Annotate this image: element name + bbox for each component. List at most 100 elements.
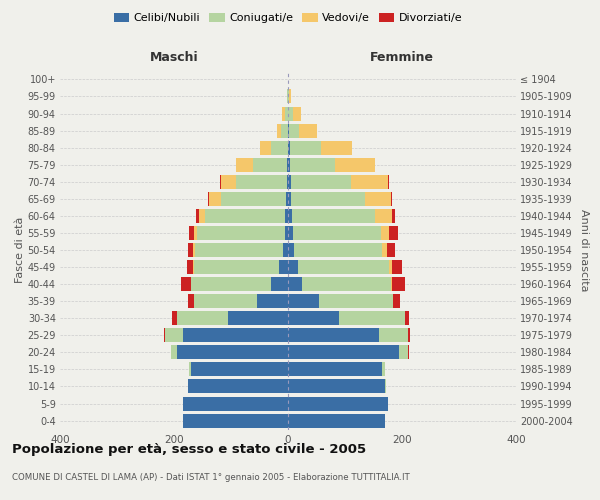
Bar (288, 175, 291, 188)
Text: Maschi: Maschi (149, 51, 199, 64)
Text: Popolazione per età, sesso e stato civile - 2005: Popolazione per età, sesso e stato civil… (12, 442, 366, 456)
Bar (171, 346, 177, 360)
Bar (290, 158, 335, 172)
Bar (164, 328, 166, 342)
Bar (392, 209, 395, 223)
Bar (288, 243, 294, 257)
Bar (288, 90, 289, 104)
Bar (298, 260, 389, 274)
Bar (394, 294, 400, 308)
Bar (195, 243, 283, 257)
Bar (277, 124, 281, 138)
Bar (321, 140, 352, 154)
Bar (191, 277, 271, 291)
Bar (205, 209, 285, 223)
Bar (319, 294, 394, 308)
Bar (208, 192, 209, 206)
Bar (177, 312, 228, 325)
Bar (365, 192, 391, 206)
Bar (288, 294, 319, 308)
Bar (271, 140, 288, 154)
Bar (271, 277, 288, 291)
Bar (405, 312, 409, 325)
Bar (280, 260, 288, 274)
Bar (288, 396, 388, 410)
Bar (194, 226, 197, 240)
Bar (285, 226, 288, 240)
Bar (228, 312, 288, 325)
Bar (220, 175, 221, 188)
Bar (194, 294, 257, 308)
Bar (172, 312, 177, 325)
Bar (287, 90, 288, 104)
Bar (288, 158, 290, 172)
Bar (288, 277, 302, 291)
Bar (288, 124, 289, 138)
Bar (221, 192, 286, 206)
Bar (190, 226, 194, 240)
Bar (392, 260, 402, 274)
Bar (190, 362, 191, 376)
Bar (285, 209, 288, 223)
Bar (288, 346, 399, 360)
Bar (193, 260, 194, 274)
Bar (188, 294, 194, 308)
Bar (389, 226, 398, 240)
Bar (182, 414, 288, 428)
Bar (199, 209, 205, 223)
Bar (288, 362, 382, 376)
Text: COMUNE DI CASTEL DI LAMA (AP) - Dati ISTAT 1° gennaio 2005 - Elaborazione TUTTIT: COMUNE DI CASTEL DI LAMA (AP) - Dati IST… (12, 473, 410, 482)
Bar (288, 192, 291, 206)
Bar (188, 243, 193, 257)
Bar (286, 192, 288, 206)
Bar (257, 294, 288, 308)
Legend: Celibi/Nubili, Coniugati/e, Vedovi/e, Divorziati/e: Celibi/Nubili, Coniugati/e, Vedovi/e, Di… (109, 8, 467, 28)
Bar (292, 209, 374, 223)
Bar (382, 243, 386, 257)
Bar (282, 106, 285, 120)
Bar (260, 140, 271, 154)
Bar (335, 158, 375, 172)
Bar (289, 90, 291, 104)
Bar (408, 328, 410, 342)
Bar (188, 380, 288, 394)
Bar (302, 277, 391, 291)
Bar (285, 106, 288, 120)
Y-axis label: Anni di nascita: Anni di nascita (578, 209, 589, 291)
Bar (253, 158, 287, 172)
Bar (391, 192, 392, 206)
Bar (399, 346, 408, 360)
Bar (288, 312, 340, 325)
Bar (293, 106, 301, 120)
Bar (288, 380, 385, 394)
Bar (392, 277, 405, 291)
Bar (209, 192, 221, 206)
Bar (187, 260, 193, 274)
Text: Femmine: Femmine (370, 51, 434, 64)
Bar (288, 140, 290, 154)
Bar (299, 124, 317, 138)
Bar (382, 362, 385, 376)
Bar (288, 106, 293, 120)
Bar (194, 260, 280, 274)
Bar (191, 362, 288, 376)
Bar (340, 312, 405, 325)
Bar (283, 243, 288, 257)
Bar (193, 243, 195, 257)
Bar (379, 328, 408, 342)
Bar (182, 328, 288, 342)
Bar (289, 124, 299, 138)
Bar (381, 226, 389, 240)
Bar (374, 209, 392, 223)
Bar (177, 346, 288, 360)
Bar (288, 226, 293, 240)
Bar (288, 328, 379, 342)
Bar (236, 158, 253, 172)
Bar (221, 175, 236, 188)
Bar (293, 226, 381, 240)
Bar (294, 243, 382, 257)
Bar (290, 140, 321, 154)
Bar (350, 175, 388, 188)
Bar (391, 277, 392, 291)
Bar (291, 175, 351, 188)
